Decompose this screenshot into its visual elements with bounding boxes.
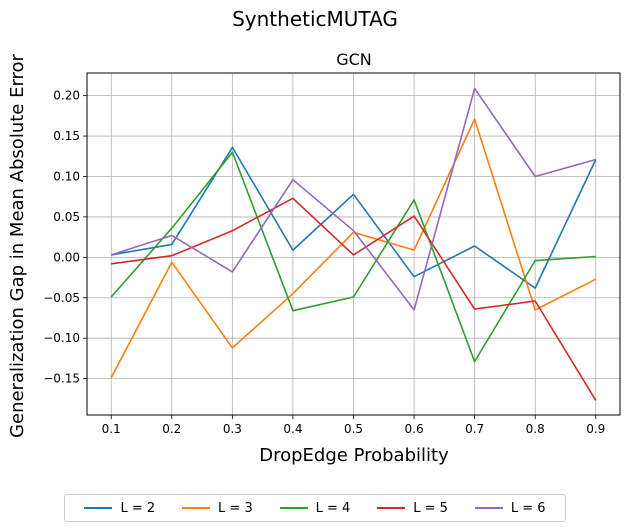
y-tick-label: −0.05	[43, 291, 80, 305]
legend-swatch	[474, 507, 503, 509]
legend-label: L = 5	[413, 500, 448, 516]
y-axis-label: Generalization Gap in Mean Absolute Erro…	[7, 53, 28, 438]
legend-swatch	[84, 507, 113, 509]
series-line-l-6	[110, 87, 597, 311]
y-tick-label: 0.20	[53, 89, 80, 103]
chart-title: GCN	[336, 50, 372, 69]
x-tick-label: 0.7	[465, 422, 484, 436]
series-line-l-3	[110, 118, 597, 379]
x-tick-label: 0.9	[586, 422, 605, 436]
y-tick-label: 0.10	[53, 169, 80, 183]
legend-item-l-5: L = 5	[377, 501, 448, 516]
y-tick-label: 0.00	[53, 250, 80, 264]
legend-label: L = 6	[510, 500, 546, 516]
legend-item-l-6: L = 6	[474, 500, 546, 516]
x-tick-label: 0.6	[405, 422, 424, 436]
legend-label: L = 2	[120, 500, 156, 516]
legend-item-l-2: L = 2	[84, 501, 155, 516]
x-tick-label: 0.4	[283, 422, 302, 436]
legend-item-l-4: L = 4	[279, 500, 351, 516]
legend-swatch	[377, 507, 406, 509]
legend-item-l-3: L = 3	[182, 501, 253, 516]
x-tick-label: 0.5	[344, 422, 363, 436]
y-tick-label: 0.15	[53, 129, 80, 143]
legend-label: L = 3	[218, 500, 253, 516]
x-tick-label: 0.2	[162, 422, 181, 436]
y-tick-label: −0.15	[43, 372, 80, 386]
series-lines	[110, 87, 597, 401]
axis-ticks: 0.1 0.2 0.3 0.4 0.5 0.6 0.7 0.8 0.9 −0.15 −0.10 −0.…	[43, 89, 605, 436]
x-tick-label: 0.3	[223, 422, 242, 436]
x-tick-label: 0.1	[102, 422, 121, 436]
x-axis-label: DropEdge Probability	[259, 445, 449, 466]
x-tick-label: 0.8	[526, 422, 545, 436]
legend: L = 2 L = 3 L = 4 L = 5 L = 6	[64, 494, 566, 522]
legend-swatch	[279, 507, 308, 509]
legend-label: L = 4	[315, 500, 351, 516]
series-line-l-2	[111, 146, 597, 289]
series-line-l-4	[110, 151, 596, 363]
y-tick-label: −0.10	[43, 331, 80, 345]
y-tick-label: 0.05	[53, 210, 80, 224]
grid	[87, 73, 620, 415]
figure-suptitle: SyntheticMUTAG	[232, 7, 398, 31]
legend-swatch	[182, 507, 211, 509]
